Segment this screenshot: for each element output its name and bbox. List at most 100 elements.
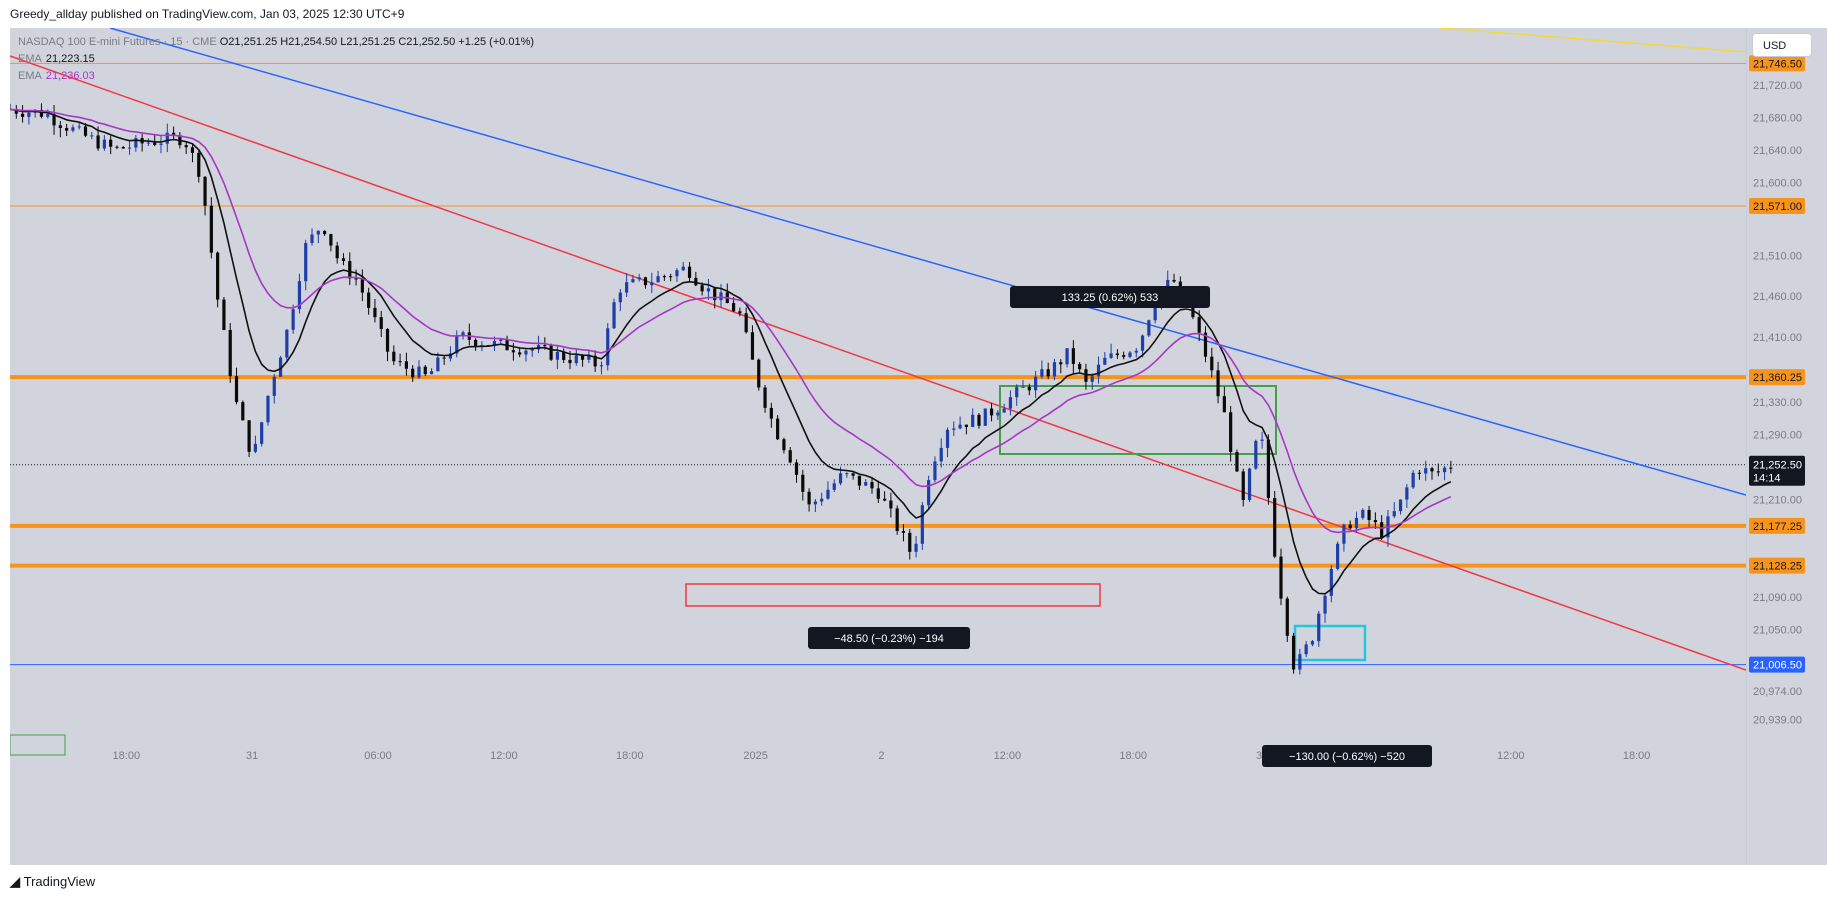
candle-body bbox=[1285, 598, 1289, 636]
candle-body bbox=[555, 351, 560, 360]
candle-body bbox=[1380, 522, 1384, 538]
candle-body bbox=[662, 276, 666, 278]
tradingview-logo[interactable]: ◢ TradingView bbox=[10, 874, 95, 890]
candle-body bbox=[744, 313, 748, 333]
candle-body bbox=[939, 447, 943, 462]
brand-name: TradingView bbox=[23, 874, 96, 889]
candle-body bbox=[1134, 350, 1138, 353]
candle-body bbox=[304, 243, 308, 282]
candle-body bbox=[1002, 408, 1006, 413]
candle-body bbox=[1411, 472, 1415, 488]
zone-box-cyan bbox=[1293, 624, 1367, 662]
candle-body bbox=[20, 113, 25, 117]
candle-body bbox=[373, 307, 377, 318]
candle-body bbox=[1430, 468, 1434, 472]
ema-fast-value: 21,223.15 bbox=[45, 53, 95, 65]
candle-body bbox=[996, 412, 1000, 416]
ema-slow-value: 21,236.03 bbox=[45, 70, 95, 82]
candle-body bbox=[901, 530, 906, 533]
candle-body bbox=[1090, 376, 1094, 382]
candle-body bbox=[706, 288, 711, 292]
candle-body bbox=[1046, 369, 1050, 377]
candle-body bbox=[1361, 509, 1365, 518]
candle-body bbox=[1442, 467, 1447, 473]
chart-pane[interactable]: 18:003106:0012:0018:002025212:0018:00306… bbox=[10, 28, 1746, 865]
candle-body bbox=[964, 424, 968, 428]
candle-body bbox=[832, 483, 836, 490]
candle-body bbox=[354, 278, 358, 280]
trend-line-red bbox=[10, 55, 1746, 671]
x-tick-label: 3 bbox=[1256, 750, 1262, 762]
level-label: 21,360.25 bbox=[1753, 372, 1802, 384]
candle-body bbox=[153, 142, 157, 145]
level-label-box bbox=[1749, 197, 1805, 214]
candle-body bbox=[1166, 279, 1170, 291]
candle-body bbox=[1027, 386, 1031, 391]
candle-body bbox=[115, 146, 119, 148]
candle-body bbox=[845, 473, 849, 475]
candle-body bbox=[492, 340, 497, 346]
candle-body bbox=[656, 276, 660, 283]
candle-body bbox=[1373, 520, 1377, 523]
candle-body bbox=[920, 505, 924, 544]
level-label: 21,177.25 bbox=[1753, 521, 1802, 533]
candle-body bbox=[367, 292, 371, 308]
time-axis-bg bbox=[10, 743, 1746, 865]
candle-body bbox=[1034, 376, 1038, 391]
candle-body bbox=[1071, 348, 1075, 364]
candle-body bbox=[1298, 654, 1302, 670]
candle-body bbox=[14, 109, 18, 114]
measure-label: −130.00 (−0.62%) −520 bbox=[1289, 751, 1405, 763]
measure-label: −48.50 (−0.23%) −194 bbox=[834, 633, 944, 645]
candle-body bbox=[335, 245, 339, 259]
candle-body bbox=[127, 147, 132, 149]
candle-body bbox=[1405, 487, 1409, 500]
candle-body bbox=[1279, 556, 1283, 599]
candle-body bbox=[121, 146, 125, 149]
candle-body bbox=[77, 126, 81, 128]
last-price-box bbox=[1749, 455, 1805, 486]
candle-body bbox=[625, 282, 629, 293]
candle-body bbox=[109, 139, 113, 147]
candle-body bbox=[1229, 412, 1233, 453]
level-label: 21,571.00 bbox=[1753, 201, 1802, 213]
zone-box-small bbox=[10, 734, 66, 756]
x-tick-label: 18:00 bbox=[616, 750, 644, 762]
candle-body bbox=[1304, 644, 1308, 655]
ema-fast-label[interactable]: EMA bbox=[18, 53, 42, 65]
candle-body bbox=[499, 339, 503, 341]
price-axis[interactable]: 21,760.0021,720.0021,680.0021,640.0021,6… bbox=[1746, 28, 1827, 865]
ema-slow-label[interactable]: EMA bbox=[18, 70, 42, 82]
candle-body bbox=[1367, 509, 1371, 521]
candle-body bbox=[39, 109, 44, 117]
x-tick-label: 12:00 bbox=[1497, 750, 1525, 762]
candle-body bbox=[310, 234, 314, 244]
candle-body bbox=[763, 387, 767, 408]
candle-body bbox=[442, 357, 446, 359]
candle-body bbox=[379, 317, 383, 329]
candle-body bbox=[977, 414, 981, 426]
candle-body bbox=[1266, 439, 1271, 499]
candle-body bbox=[599, 365, 604, 367]
candle-body bbox=[52, 114, 56, 126]
candle-body bbox=[253, 443, 257, 452]
y-tick-label: 21,460.00 bbox=[1753, 291, 1802, 303]
candle-body bbox=[1021, 386, 1025, 388]
countdown-label: 14:14 bbox=[1753, 473, 1781, 485]
candle-body bbox=[1273, 498, 1277, 557]
x-tick-label: 2 bbox=[878, 750, 884, 762]
ema-fast-line bbox=[10, 108, 1452, 595]
logo-icon: ◢ bbox=[10, 874, 24, 889]
symbol-title[interactable]: NASDAQ 100 E-mini Futures · 15 · CME bbox=[18, 36, 217, 48]
candle-body bbox=[1008, 397, 1013, 409]
candle-body bbox=[675, 270, 679, 277]
candle-body bbox=[1203, 332, 1208, 357]
candle-body bbox=[631, 279, 635, 283]
currency-button[interactable]: USD bbox=[1752, 33, 1812, 57]
candle-body bbox=[58, 125, 62, 128]
candle-body bbox=[1354, 517, 1359, 529]
candle-body bbox=[209, 205, 213, 253]
candle-body bbox=[870, 482, 874, 489]
candle-body bbox=[543, 345, 547, 347]
candle-body bbox=[738, 311, 742, 314]
